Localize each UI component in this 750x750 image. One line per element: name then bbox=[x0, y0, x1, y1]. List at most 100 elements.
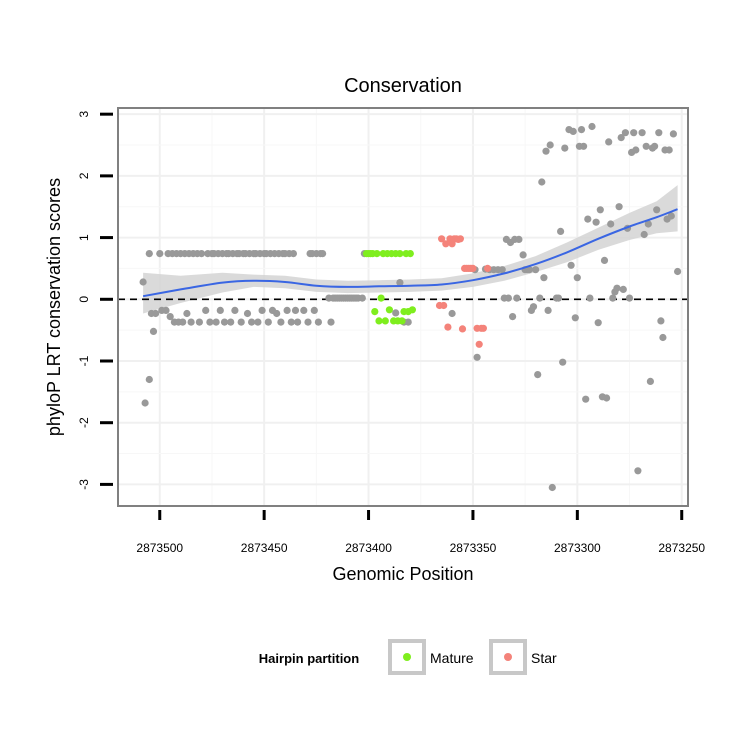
other-point-25 bbox=[197, 250, 206, 258]
other-point-51 bbox=[254, 318, 262, 326]
y-tick-label-4: 1 bbox=[77, 234, 91, 241]
other-point-134 bbox=[557, 227, 565, 235]
smooth-line-layer bbox=[142, 208, 678, 298]
star-point-2 bbox=[440, 301, 448, 310]
other-point-154 bbox=[603, 394, 611, 402]
other-point-123 bbox=[532, 266, 540, 274]
legend-label-star: Star bbox=[531, 650, 557, 666]
other-point-126 bbox=[538, 178, 546, 186]
other-point-40 bbox=[231, 306, 239, 314]
other-point-176 bbox=[651, 142, 659, 150]
mature-point-5 bbox=[373, 250, 381, 258]
other-point-0 bbox=[139, 278, 147, 286]
mature-point-9 bbox=[381, 317, 389, 325]
other-point-150 bbox=[594, 319, 602, 327]
other-point-122 bbox=[529, 303, 538, 311]
other-point-143 bbox=[577, 126, 586, 134]
other-point-95 bbox=[358, 294, 366, 302]
other-point-98 bbox=[396, 279, 404, 287]
x-axis-label: Genomic Position bbox=[332, 564, 473, 584]
star-point-21 bbox=[484, 264, 492, 272]
other-point-70 bbox=[294, 318, 302, 326]
other-point-77 bbox=[314, 318, 322, 326]
other-point-115 bbox=[513, 294, 521, 302]
other-point-169 bbox=[634, 467, 642, 475]
mature-point-4 bbox=[371, 308, 379, 316]
other-point-65 bbox=[283, 306, 291, 314]
x-axis: 2873500 2873450 2873400 2873350 2873300 28732… bbox=[136, 510, 705, 555]
other-point-38 bbox=[227, 318, 235, 326]
star-point-11 bbox=[458, 325, 467, 333]
star-point-20 bbox=[479, 324, 487, 332]
other-point-155 bbox=[605, 138, 613, 146]
x-tick-label-5: 2873250 bbox=[658, 541, 705, 555]
other-point-79 bbox=[319, 250, 327, 258]
plot-border bbox=[117, 107, 689, 507]
chart-title: Conservation bbox=[344, 75, 462, 97]
star-point-3 bbox=[442, 240, 450, 248]
other-point-5 bbox=[149, 327, 158, 335]
other-point-173 bbox=[644, 220, 652, 228]
other-point-21 bbox=[187, 318, 195, 326]
mature-point-6 bbox=[375, 317, 383, 325]
other-point-113 bbox=[508, 313, 517, 321]
other-point-101 bbox=[448, 309, 456, 318]
y-tick-label-3: 0 bbox=[77, 296, 91, 303]
other-point-141 bbox=[573, 274, 581, 282]
other-point-147 bbox=[586, 294, 594, 302]
other-point-183 bbox=[665, 146, 673, 154]
legend: Hairpin partition Mature Star bbox=[259, 639, 557, 675]
other-point-159 bbox=[613, 284, 621, 292]
x-tick-label-0: 2873500 bbox=[136, 541, 183, 555]
other-point-53 bbox=[258, 306, 266, 314]
other-point-168 bbox=[632, 146, 640, 154]
other-point-108 bbox=[498, 266, 506, 274]
other-point-43 bbox=[237, 318, 245, 326]
other-point-75 bbox=[310, 306, 318, 314]
y-tick-label-0: -3 bbox=[77, 479, 91, 490]
other-point-72 bbox=[304, 318, 312, 326]
mature-point-17 bbox=[398, 317, 406, 325]
star-point-18 bbox=[475, 340, 483, 348]
mature-point-11 bbox=[385, 306, 393, 314]
other-point-62 bbox=[277, 318, 285, 326]
legend-title: Hairpin partition bbox=[259, 651, 359, 666]
other-point-179 bbox=[657, 317, 665, 325]
other-point-138 bbox=[567, 261, 575, 269]
other-point-11 bbox=[166, 313, 174, 321]
other-point-171 bbox=[640, 230, 648, 239]
y-tick-label-5: 2 bbox=[77, 172, 91, 179]
other-point-140 bbox=[571, 314, 579, 322]
other-point-186 bbox=[674, 267, 682, 276]
other-point-56 bbox=[264, 318, 272, 326]
other-point-162 bbox=[619, 285, 627, 293]
other-point-67 bbox=[287, 318, 295, 326]
other-point-129 bbox=[544, 306, 552, 314]
points-layer bbox=[139, 122, 682, 492]
plot-panel bbox=[118, 108, 688, 506]
x-tick-label-3: 2873350 bbox=[450, 541, 497, 555]
other-point-177 bbox=[653, 206, 661, 214]
other-point-160 bbox=[615, 203, 623, 211]
other-point-130 bbox=[546, 141, 554, 149]
other-point-19 bbox=[183, 309, 191, 318]
other-point-172 bbox=[642, 142, 650, 150]
other-point-35 bbox=[220, 318, 229, 326]
other-point-103 bbox=[473, 353, 481, 361]
other-point-3 bbox=[145, 250, 153, 258]
legend-label-mature: Mature bbox=[430, 650, 474, 666]
star-point-10 bbox=[456, 235, 464, 243]
series-mature bbox=[362, 250, 416, 325]
other-point-69 bbox=[291, 306, 300, 314]
other-point-174 bbox=[646, 377, 655, 385]
legend-marker-star bbox=[504, 653, 512, 661]
other-point-1 bbox=[141, 399, 149, 407]
other-point-131 bbox=[548, 483, 556, 492]
y-axis-label: phyloP LRT conservation scores bbox=[44, 178, 64, 436]
other-point-24 bbox=[195, 318, 203, 326]
other-point-7 bbox=[156, 250, 164, 258]
other-point-178 bbox=[655, 129, 663, 137]
other-point-149 bbox=[592, 218, 600, 226]
other-point-185 bbox=[669, 130, 678, 138]
